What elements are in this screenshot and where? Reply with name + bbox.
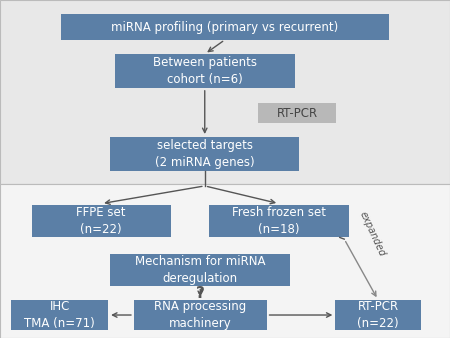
Text: FFPE set
(n=22): FFPE set (n=22) [76,207,126,236]
FancyBboxPatch shape [134,300,266,330]
FancyBboxPatch shape [110,254,290,286]
Bar [0,184,450,338]
FancyBboxPatch shape [115,54,295,88]
Bar [0,0,450,184]
Text: IHC
TMA (n=71): IHC TMA (n=71) [24,300,95,330]
Text: Between patients
cohort (n=6): Between patients cohort (n=6) [153,56,257,86]
Text: RT-PCR
(n=22): RT-PCR (n=22) [357,300,399,330]
Text: selected targets
(2 miRNA genes): selected targets (2 miRNA genes) [155,139,255,169]
FancyBboxPatch shape [335,300,421,330]
FancyBboxPatch shape [12,300,108,330]
Text: Mechanism for miRNA
deregulation: Mechanism for miRNA deregulation [135,256,266,285]
Text: expanded: expanded [358,210,387,259]
Text: RNA processing
machinery: RNA processing machinery [154,300,247,330]
FancyBboxPatch shape [32,206,171,237]
Text: miRNA profiling (primary vs recurrent): miRNA profiling (primary vs recurrent) [112,21,338,33]
Text: ?: ? [196,286,205,300]
Text: RT-PCR: RT-PCR [276,107,318,120]
FancyBboxPatch shape [257,103,337,123]
Text: Fresh frozen set
(n=18): Fresh frozen set (n=18) [232,207,326,236]
FancyBboxPatch shape [209,206,349,237]
FancyBboxPatch shape [110,137,299,171]
FancyBboxPatch shape [61,15,389,40]
